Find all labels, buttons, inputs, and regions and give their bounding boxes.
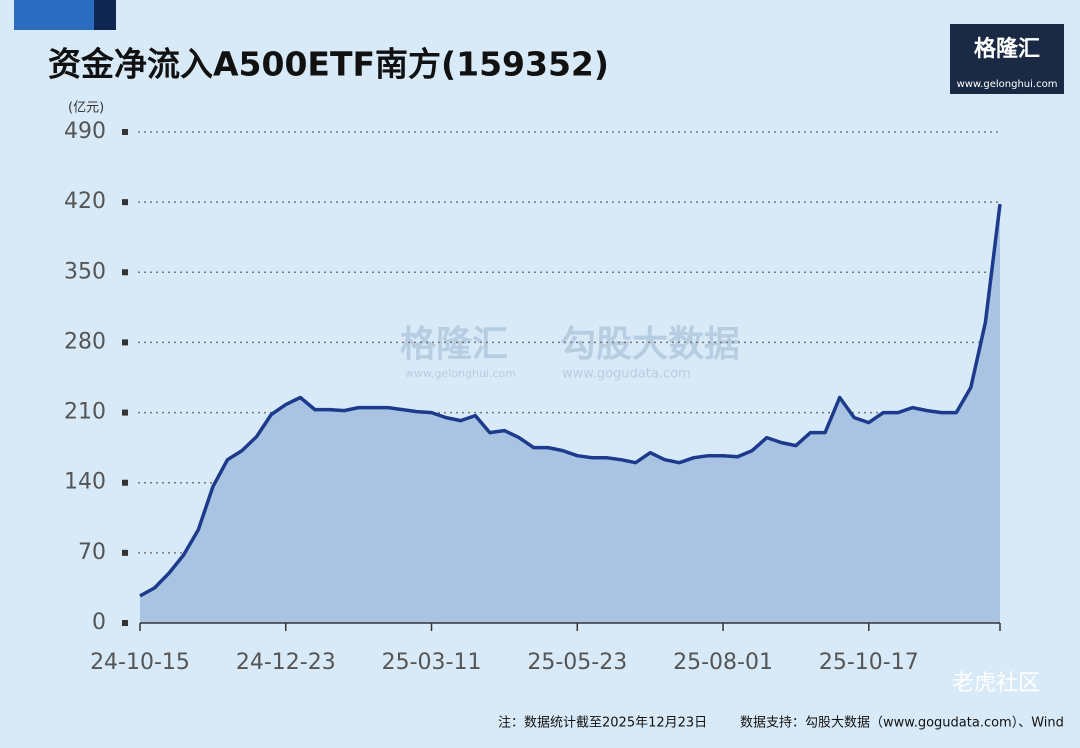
watermark-text: www.gogudata.com — [562, 367, 691, 382]
source: 数据支持：勾股大数据（www.gogudata.com）、Wind — [740, 716, 1064, 731]
watermark: 格隆汇 www.gelonghui.com 勾股大数据 www.gogudata… — [400, 324, 740, 382]
y-tick-label: 350 — [64, 259, 106, 284]
logo-box — [950, 24, 1064, 94]
x-tick-label: 25-05-23 — [527, 650, 627, 675]
y-unit: (亿元) — [68, 101, 104, 116]
x-tick-label: 25-10-17 — [819, 650, 919, 675]
logo-url: www.gelonghui.com — [957, 79, 1058, 90]
watermark-text: 格隆汇 — [400, 324, 508, 365]
corner-block — [94, 0, 116, 30]
y-tick-mark — [122, 339, 128, 346]
y-tick-label: 0 — [92, 610, 106, 635]
y-tick-mark — [122, 620, 128, 626]
note: 注：数据统计截至2025年12月23日 — [498, 716, 707, 731]
logo-name: 格隆汇 — [974, 36, 1040, 62]
chart-title: 资金净流入A500ETF南方(159352) — [48, 45, 609, 84]
y-tick-mark — [122, 479, 128, 486]
y-tick-mark — [122, 549, 128, 556]
y-tick-label: 280 — [64, 329, 106, 354]
y-tick-label: 70 — [78, 540, 106, 565]
watermark-text: www.gelonghui.com — [405, 367, 516, 380]
corner-mark: 老虎社区 — [952, 671, 1040, 696]
watermark-text: 勾股大数据 — [560, 324, 740, 365]
y-tick-label: 420 — [64, 189, 106, 214]
x-tick-label: 24-10-15 — [90, 650, 190, 675]
y-tick-label: 210 — [64, 400, 106, 425]
line — [139, 203, 1002, 598]
y-tick-mark — [122, 269, 128, 276]
y-tick-mark — [122, 129, 128, 135]
y-tick-mark — [122, 409, 128, 416]
corner-block — [14, 0, 94, 30]
x-tick-label: 25-03-11 — [382, 650, 482, 675]
y-tick-label: 140 — [64, 470, 106, 495]
x-tick-label: 24-12-23 — [236, 650, 336, 675]
x-tick-label: 25-08-01 — [673, 650, 773, 675]
area — [140, 204, 1000, 623]
y-tick-mark — [122, 199, 128, 206]
y-tick-label: 490 — [64, 119, 106, 144]
